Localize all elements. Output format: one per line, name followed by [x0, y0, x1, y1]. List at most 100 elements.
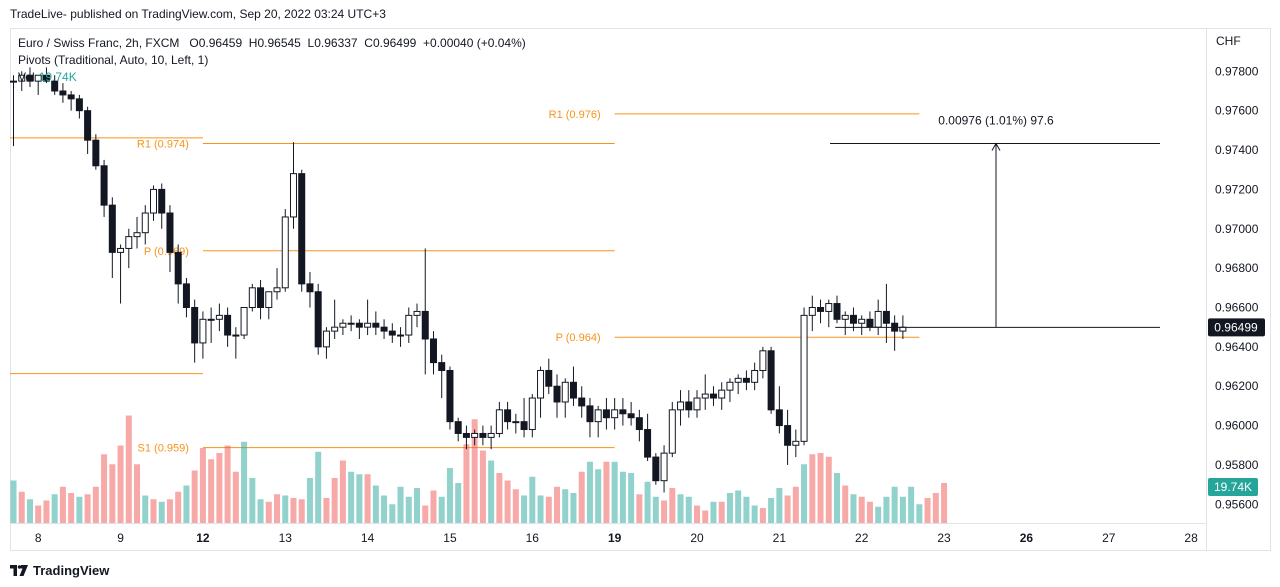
- symbol-title[interactable]: Euro / Swiss Franc, 2h, FXCM: [18, 36, 180, 50]
- candle-up: [677, 401, 685, 411]
- volume-bar: [422, 505, 429, 523]
- candle-down: [479, 432, 487, 438]
- volume-bar: [768, 498, 775, 523]
- volume-bar: [414, 488, 421, 523]
- volume-bar: [644, 481, 651, 523]
- price-tick-label: 0.96800: [1215, 261, 1259, 275]
- candle-up: [413, 310, 421, 316]
- volume-tag-text: 19.74K: [1214, 480, 1252, 494]
- candle-down: [59, 90, 67, 96]
- chart-pane[interactable]: [10, 28, 1207, 524]
- pivot-label: P (0.969): [144, 246, 189, 258]
- volume-bar: [891, 486, 898, 523]
- volume-bar: [628, 473, 635, 523]
- volume-bar: [883, 496, 890, 523]
- volume-bar: [298, 499, 305, 523]
- candle-down: [817, 306, 825, 312]
- candle-up: [289, 173, 297, 218]
- volume-tag: [1208, 478, 1258, 496]
- time-tick-label: 19: [608, 531, 622, 545]
- time-tick-label: 26: [1020, 531, 1034, 545]
- candle-up: [273, 287, 281, 293]
- volume-bar: [158, 501, 165, 523]
- candle-down: [454, 421, 462, 434]
- volume-bar: [809, 454, 816, 523]
- volume-bar: [924, 498, 931, 523]
- time-tick-label: 12: [196, 531, 210, 545]
- candle-up: [487, 432, 495, 438]
- candle-up: [405, 314, 413, 336]
- measure-arrow-icon: [991, 142, 1001, 151]
- candle-down: [26, 74, 34, 82]
- volume-bar: [35, 505, 42, 523]
- volume-bar: [183, 485, 190, 523]
- volume-bar: [117, 445, 124, 523]
- candle-down: [158, 188, 166, 214]
- price-tick-label: 0.97600: [1215, 104, 1259, 118]
- volume-bar: [331, 478, 338, 523]
- volume-indicator-title[interactable]: Vol 19.74K: [18, 69, 526, 86]
- volume-bar: [735, 490, 742, 523]
- candle-down: [553, 385, 561, 403]
- candle-down: [602, 409, 610, 419]
- candle-up: [149, 188, 157, 214]
- volume-bar: [463, 444, 470, 523]
- volume-bar: [84, 494, 91, 523]
- volume-bar: [306, 478, 313, 523]
- candle-up: [34, 74, 42, 82]
- volume-bar: [488, 460, 495, 523]
- candle-down: [866, 318, 874, 328]
- volume-bar: [109, 464, 116, 523]
- volume-bar: [875, 506, 882, 523]
- candle-up: [322, 330, 330, 348]
- volume-bar: [166, 499, 173, 523]
- candle-up: [248, 287, 256, 308]
- pivot-label: R1 (0.976): [549, 109, 601, 121]
- volume-bar: [825, 456, 832, 523]
- candle-up: [701, 393, 709, 399]
- candle-down: [462, 432, 470, 438]
- volume-bar: [817, 453, 824, 523]
- tradingview-footer[interactable]: TradingView: [10, 563, 109, 578]
- time-tick-label: 9: [117, 531, 124, 545]
- volume-bar: [932, 493, 939, 523]
- volume-bar: [232, 471, 239, 523]
- time-axis[interactable]: [10, 524, 1207, 551]
- volume-bar: [685, 496, 692, 523]
- tradingview-logo-icon: [10, 565, 28, 576]
- price-axis-labels: CHF 0.97800 0.97600 0.97400 0.97200 0.97000 0.…: [1215, 34, 1259, 511]
- volume-bar: [751, 505, 758, 523]
- volume-bar: [397, 486, 404, 523]
- volume-bar: [216, 453, 223, 523]
- candle-up: [364, 322, 372, 328]
- footer-brand: TradingView: [33, 563, 110, 578]
- open-value: 0.96459: [198, 36, 243, 50]
- volume-bar: [381, 495, 388, 523]
- last-price-text: 0.96499: [1214, 320, 1258, 334]
- volume-bar: [364, 474, 371, 523]
- candle-up: [726, 381, 734, 391]
- candle-down: [224, 314, 232, 336]
- volume-bar: [274, 494, 281, 523]
- volume-bar: [315, 451, 322, 523]
- candle-down: [108, 204, 116, 253]
- pivots-indicator-title[interactable]: Pivots (Traditional, Auto, 10, Left, 1): [18, 53, 209, 67]
- pivot-label: P (0.964): [556, 332, 601, 344]
- volume-value: 19.74K: [38, 70, 77, 84]
- volume-bar: [76, 496, 83, 523]
- price-scale[interactable]: [1207, 28, 1271, 551]
- open-label: O: [189, 36, 199, 50]
- volume-bar: [339, 460, 346, 523]
- volume-bar: [652, 496, 659, 523]
- time-tick-label: 20: [690, 531, 704, 545]
- candle-down: [191, 306, 199, 344]
- price-tick-label: 0.96600: [1215, 300, 1259, 314]
- volume-bar: [389, 504, 396, 523]
- publish-header: TradeLive- published on TradingView.com,…: [10, 7, 386, 21]
- price-tick-label: 0.96000: [1215, 419, 1259, 433]
- volume-bar: [801, 464, 808, 523]
- candle-up: [495, 409, 503, 434]
- volume-bar: [718, 501, 725, 523]
- volume-bar: [636, 494, 643, 523]
